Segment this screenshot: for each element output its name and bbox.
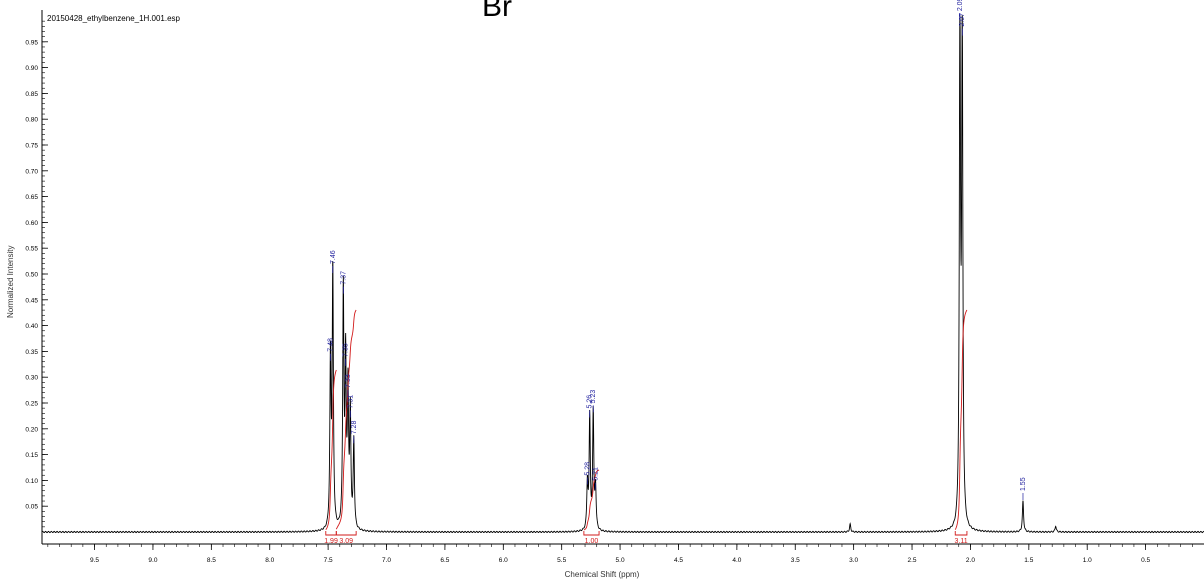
integral-curve [335,309,357,530]
integral-value: 3.11 [955,538,968,545]
x-tick-label: 8.5 [207,557,216,564]
integral-bracket [325,531,337,536]
integral-bracket [954,531,968,536]
y-tick-label: 0.40 [25,323,38,330]
y-tick-label: 0.45 [25,297,38,304]
y-tick-label: 0.60 [25,220,38,227]
y-tick-label: 0.30 [25,375,38,382]
peak-label: 7.31 [347,395,354,409]
x-tick-label: 4.5 [674,557,683,564]
y-tick-label: 0.80 [25,117,38,124]
x-axis-label: Chemical Shift (ppm) [564,570,640,579]
integral-curve [583,469,600,531]
peak-label: 5.26 [587,395,594,409]
y-tick-label: 0.65 [25,194,38,201]
peak-label: 7.33 [345,374,352,388]
structure-label: Br [482,0,512,23]
peak-label: 5.21 [593,467,600,481]
x-tick-label: 5.5 [557,557,566,564]
peak-label: 2.07 [959,13,966,27]
x-tick-label: 1.5 [1024,557,1033,564]
y-tick-label: 0.05 [25,504,38,511]
x-tick-label: 6.0 [499,557,508,564]
integral-bracket [335,531,357,536]
integral-value: 1.99 [324,538,338,545]
peak-label: 7.28 [351,421,358,435]
integral-value: 3.09 [339,538,353,545]
x-tick-label: 5.0 [616,557,625,564]
x-tick-label: 3.5 [791,557,800,564]
spectrum-line [41,15,1204,534]
y-tick-label: 0.70 [25,168,38,175]
y-tick-label: 0.15 [25,452,38,459]
x-tick-label: 7.0 [382,557,391,564]
y-tick-label: 0.55 [25,246,38,253]
y-tick-label: 0.25 [25,401,38,408]
y-tick-label: 0.50 [25,272,38,279]
y-tick-label: 0.10 [25,478,38,485]
y-tick-label: 0.95 [25,39,38,46]
peak-label: 7.37 [340,271,347,285]
peak-label: 5.28 [584,462,591,476]
x-tick-label: 1.0 [1083,557,1092,564]
x-tick-label: 6.5 [440,557,449,564]
y-tick-label: 0.20 [25,426,38,433]
y-tick-label: 0.35 [25,349,38,356]
x-tick-label: 2.0 [966,557,975,564]
y-tick-label: 0.85 [25,91,38,98]
x-tick-label: 9.5 [90,557,99,564]
x-tick-label: 8.0 [265,557,274,564]
integral-curve [954,309,968,530]
peak-label: 7.46 [330,250,337,264]
peak-label: 7.35 [343,343,350,357]
peak-label: 2.09 [957,0,964,11]
peak-label: 5.23 [590,390,597,404]
x-tick-label: 0.5 [1141,557,1150,564]
x-tick-label: 3.0 [849,557,858,564]
y-tick-label: 0.90 [25,65,38,72]
y-tick-label: 0.75 [25,143,38,150]
integral-curve [325,369,337,531]
peak-label: 7.48 [327,338,334,352]
x-tick-label: 2.5 [908,557,917,564]
peak-label: 1.55 [1020,477,1027,491]
x-tick-label: 4.0 [732,557,741,564]
integral-value: 1.00 [585,538,599,545]
x-tick-label: 7.5 [324,557,333,564]
integral-bracket [583,531,600,536]
file-name: 20150428_ethylbenzene_1H.001.esp [47,14,181,23]
x-tick-label: 9.0 [148,557,157,564]
